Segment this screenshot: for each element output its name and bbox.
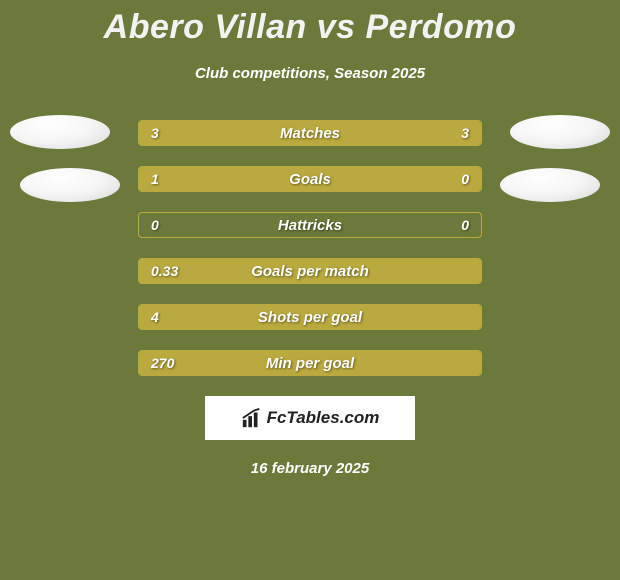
avatar-right-2 bbox=[500, 168, 600, 202]
avatar-right-1 bbox=[510, 115, 610, 149]
stat-row: 3Matches3 bbox=[138, 120, 482, 146]
stat-row: 4Shots per goal bbox=[138, 304, 482, 330]
stat-value-right: 0 bbox=[461, 213, 469, 237]
bar-chart-icon bbox=[241, 407, 263, 429]
stat-value-right: 0 bbox=[461, 167, 469, 191]
stat-label: Matches bbox=[139, 121, 481, 145]
avatar-left-2 bbox=[20, 168, 120, 202]
stat-row: 0.33Goals per match bbox=[138, 258, 482, 284]
date-label: 16 february 2025 bbox=[0, 460, 620, 477]
stat-value-right: 3 bbox=[461, 121, 469, 145]
avatar-left-1 bbox=[10, 115, 110, 149]
logo-box: FcTables.com bbox=[205, 396, 415, 440]
logo-text: FcTables.com bbox=[267, 408, 380, 428]
stat-rows: 3Matches31Goals00Hattricks00.33Goals per… bbox=[138, 120, 482, 376]
page-title: Abero Villan vs Perdomo bbox=[0, 0, 620, 47]
stat-row: 270Min per goal bbox=[138, 350, 482, 376]
stat-label: Goals bbox=[139, 167, 481, 191]
stat-row: 1Goals0 bbox=[138, 166, 482, 192]
stat-label: Shots per goal bbox=[139, 305, 481, 329]
chart-area: 3Matches31Goals00Hattricks00.33Goals per… bbox=[0, 120, 620, 376]
stat-label: Min per goal bbox=[139, 351, 481, 375]
page-subtitle: Club competitions, Season 2025 bbox=[0, 65, 620, 82]
stat-row: 0Hattricks0 bbox=[138, 212, 482, 238]
stat-label: Hattricks bbox=[139, 213, 481, 237]
stat-label: Goals per match bbox=[139, 259, 481, 283]
